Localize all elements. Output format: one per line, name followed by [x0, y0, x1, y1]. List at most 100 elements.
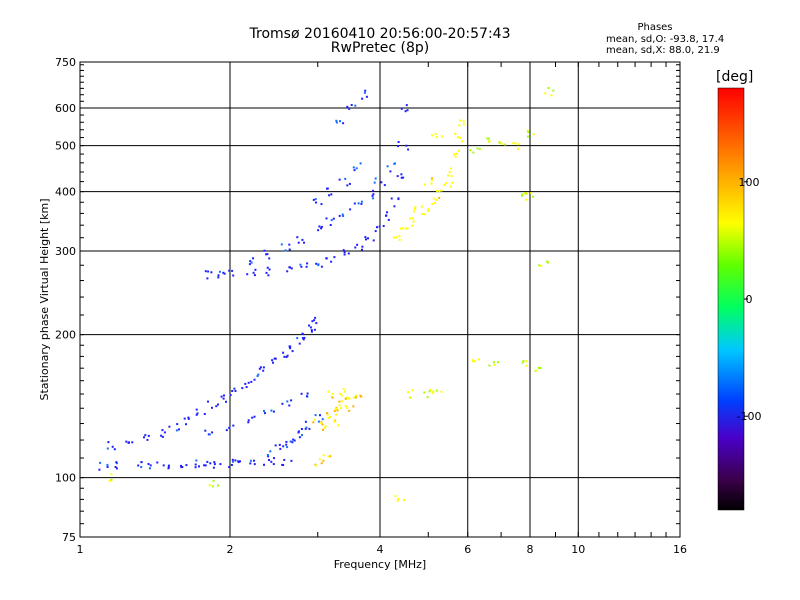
data-point — [322, 459, 325, 462]
data-point — [327, 390, 330, 393]
data-point — [195, 459, 198, 462]
y-tick-label: 300 — [55, 245, 76, 258]
data-point — [273, 457, 275, 460]
data-point — [318, 225, 321, 228]
data-point — [398, 235, 401, 238]
data-point — [237, 461, 240, 464]
data-point — [278, 443, 281, 446]
data-point — [325, 257, 328, 260]
data-point — [346, 406, 349, 409]
data-point — [363, 91, 366, 94]
data-point — [374, 177, 377, 180]
data-point — [293, 439, 296, 442]
data-point — [355, 396, 357, 399]
data-point — [270, 409, 273, 412]
data-point — [447, 174, 449, 177]
data-point — [272, 361, 274, 364]
data-point — [350, 104, 353, 106]
data-point — [517, 143, 520, 146]
data-point — [427, 208, 430, 211]
data-point — [400, 176, 403, 179]
data-point — [532, 133, 535, 136]
data-point — [380, 181, 383, 184]
data-point — [406, 227, 409, 230]
data-point — [111, 445, 114, 448]
data-point — [497, 361, 499, 364]
data-point — [315, 322, 318, 325]
data-point — [486, 137, 489, 140]
data-point — [272, 410, 275, 413]
data-point — [395, 236, 398, 239]
data-point — [106, 466, 109, 468]
data-point — [167, 466, 170, 469]
data-point — [315, 201, 317, 204]
data-point — [213, 461, 216, 464]
data-point — [181, 466, 184, 468]
data-point — [274, 444, 277, 447]
data-point — [365, 95, 368, 98]
data-point — [521, 194, 523, 197]
data-point — [348, 397, 351, 400]
data-point — [187, 417, 190, 420]
data-point — [222, 271, 225, 274]
data-point — [394, 495, 397, 498]
data-point — [218, 270, 221, 273]
data-point — [440, 189, 443, 192]
data-point — [517, 147, 519, 150]
data-point — [329, 416, 331, 418]
data-point — [387, 218, 390, 221]
data-point — [449, 185, 452, 188]
data-point — [225, 400, 227, 403]
data-point — [372, 193, 375, 196]
data-point — [434, 133, 437, 136]
data-point — [330, 219, 333, 222]
data-point — [348, 182, 351, 185]
data-point — [304, 420, 307, 423]
data-point — [407, 391, 409, 394]
data-point — [241, 387, 244, 390]
data-point — [273, 357, 276, 360]
data-point — [371, 194, 374, 197]
data-point — [303, 241, 305, 244]
data-point — [286, 446, 289, 449]
data-point — [288, 266, 291, 269]
data-point — [253, 274, 256, 277]
data-point — [451, 181, 454, 184]
x-tick-label: 10 — [571, 543, 585, 556]
data-point — [301, 333, 304, 336]
data-point — [230, 464, 233, 466]
data-point — [250, 380, 253, 383]
data-point — [162, 464, 165, 467]
data-point — [402, 499, 405, 502]
data-point — [360, 200, 363, 203]
data-point — [320, 462, 323, 465]
data-point — [303, 336, 306, 339]
data-point — [310, 329, 313, 332]
data-point — [473, 360, 476, 363]
data-point — [364, 236, 367, 239]
data-point — [194, 466, 197, 469]
data-point — [410, 396, 413, 399]
data-point — [313, 319, 316, 322]
data-point — [404, 110, 407, 113]
data-point — [228, 269, 231, 272]
data-point — [389, 170, 392, 173]
data-point — [298, 342, 301, 345]
data-point — [212, 466, 215, 469]
data-point — [547, 261, 549, 264]
data-point — [223, 272, 226, 275]
data-point — [326, 412, 329, 414]
x-tick-label: 2 — [227, 543, 234, 556]
data-point — [456, 136, 459, 139]
data-point — [223, 394, 225, 397]
data-point — [526, 192, 529, 195]
data-point — [455, 152, 458, 155]
data-point — [175, 429, 178, 432]
data-point — [478, 358, 480, 361]
data-point — [268, 257, 271, 260]
data-point — [249, 462, 252, 465]
data-point — [149, 464, 152, 467]
data-point — [493, 361, 496, 364]
data-point — [426, 396, 429, 399]
data-point — [343, 253, 346, 256]
